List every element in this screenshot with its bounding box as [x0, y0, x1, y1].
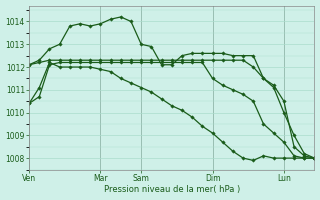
X-axis label: Pression niveau de la mer( hPa ): Pression niveau de la mer( hPa ) [104, 185, 240, 194]
